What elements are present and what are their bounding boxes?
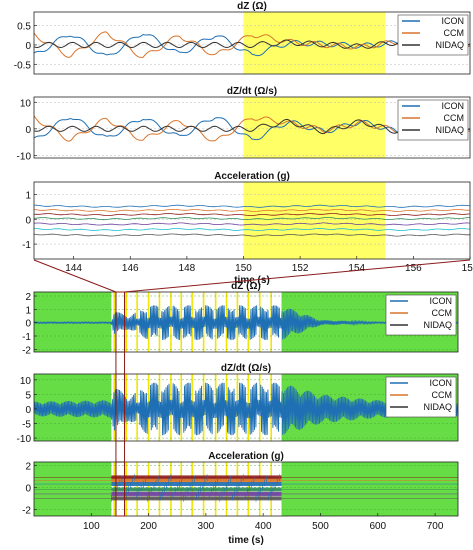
- xtick-label: 700: [427, 521, 444, 532]
- panel-frame: [33, 96, 471, 159]
- panel-top-dz: [33, 11, 471, 75]
- xtick-label: 300: [198, 521, 215, 532]
- chart-title: dZ/dt (Ω/s): [221, 363, 271, 374]
- xtick-label: 500: [312, 521, 329, 532]
- chart-title: dZ (Ω): [231, 281, 261, 292]
- xtick-label: 400: [255, 521, 272, 532]
- legend-entry: ICON: [430, 378, 453, 388]
- legend-entry: CCM: [444, 113, 465, 123]
- xtick-label: 600: [369, 521, 386, 532]
- legend: ICON CCM NIDAQ: [397, 14, 469, 56]
- xtick-label: 144: [65, 263, 82, 274]
- series-line-6: [33, 233, 471, 237]
- legend: ICON CCM NIDAQ: [397, 99, 469, 141]
- series-line-nidaq: [33, 118, 471, 135]
- ytick-label: -1: [22, 332, 31, 343]
- legend-entry: CCM: [432, 308, 453, 318]
- xtick-label: 146: [122, 263, 139, 274]
- panel-frame: [33, 373, 459, 442]
- ytick-label: -0.5: [14, 60, 32, 71]
- panel-frame: [33, 291, 459, 353]
- xtick-label: 154: [348, 263, 365, 274]
- zoom-column: [115, 291, 126, 517]
- xtick-label: 148: [179, 263, 196, 274]
- panel-bot-dzdt: [33, 373, 459, 442]
- legend: ICON CCM NIDAQ: [385, 376, 457, 418]
- legend-entry: NIDAQ: [435, 40, 464, 50]
- ytick-label: -2: [22, 345, 31, 356]
- chart-title: Acceleration (g): [208, 451, 284, 462]
- series-line-ccm: [33, 31, 471, 58]
- legend-entry: NIDAQ: [423, 402, 452, 412]
- panel-top-acc: [33, 181, 471, 260]
- ytick-label: 10: [20, 376, 32, 387]
- panel-top-dzdt: [33, 96, 471, 159]
- xtick-label: 150: [235, 263, 252, 274]
- ytick-label: -10: [17, 434, 32, 445]
- series-line-3: [33, 217, 471, 221]
- series-line-5: [33, 227, 471, 231]
- series-line-1: [33, 208, 471, 212]
- legend-entry: ICON: [430, 296, 453, 306]
- panel-frame: [33, 11, 471, 75]
- series-line-nidaq: [33, 39, 471, 51]
- ytick-label: 2: [25, 292, 31, 303]
- xtick-label: 152: [292, 263, 309, 274]
- panel-bot-acc: [33, 461, 459, 517]
- xtick-label: 158: [462, 263, 473, 274]
- ytick-label: 0: [25, 125, 31, 136]
- ytick-label: -10: [17, 151, 32, 162]
- series-line-0: [33, 204, 471, 208]
- legend-entry: ICON: [442, 16, 465, 26]
- xtick-label: 200: [140, 521, 157, 532]
- ytick-label: 0: [25, 215, 31, 226]
- legend-entry: NIDAQ: [423, 320, 452, 330]
- zoom-connector-left: [33, 259, 117, 293]
- ytick-label: 0: [25, 483, 31, 494]
- ytick-label: -2: [22, 505, 31, 516]
- ytick-label: -1: [22, 240, 31, 251]
- ytick-label: 5: [25, 390, 31, 401]
- xtick-label: 100: [83, 521, 100, 532]
- series-line-2: [33, 213, 471, 217]
- series-line-icon: [33, 382, 459, 436]
- ytick-label: 0: [25, 405, 31, 416]
- xtick-label: 156: [405, 263, 422, 274]
- ytick-label: 1: [25, 305, 31, 316]
- zoom-connector-right: [124, 259, 471, 293]
- panel-frame: [33, 461, 459, 517]
- highlight-region: [243, 182, 386, 259]
- ytick-label: 2: [25, 461, 31, 472]
- ytick-label: 0: [25, 41, 31, 52]
- legend: ICON CCM NIDAQ: [385, 294, 457, 336]
- chart-title: dZ (Ω): [237, 1, 267, 12]
- series-line-4: [33, 222, 471, 226]
- x-axis-label: time (s): [228, 535, 264, 546]
- legend-entry: CCM: [432, 390, 453, 400]
- legend-entry: NIDAQ: [435, 125, 464, 135]
- ytick-label: 0: [25, 319, 31, 330]
- ytick-label: 10: [20, 98, 32, 109]
- ytick-label: 0.5: [17, 22, 31, 33]
- legend-entry: CCM: [444, 28, 465, 38]
- ytick-label: 1: [25, 190, 31, 201]
- ytick-label: -5: [22, 420, 31, 431]
- chart-title: Acceleration (g): [214, 171, 290, 182]
- chart-title: dZ/dt (Ω/s): [227, 86, 277, 97]
- panel-frame: [33, 181, 471, 260]
- legend-entry: ICON: [442, 101, 465, 111]
